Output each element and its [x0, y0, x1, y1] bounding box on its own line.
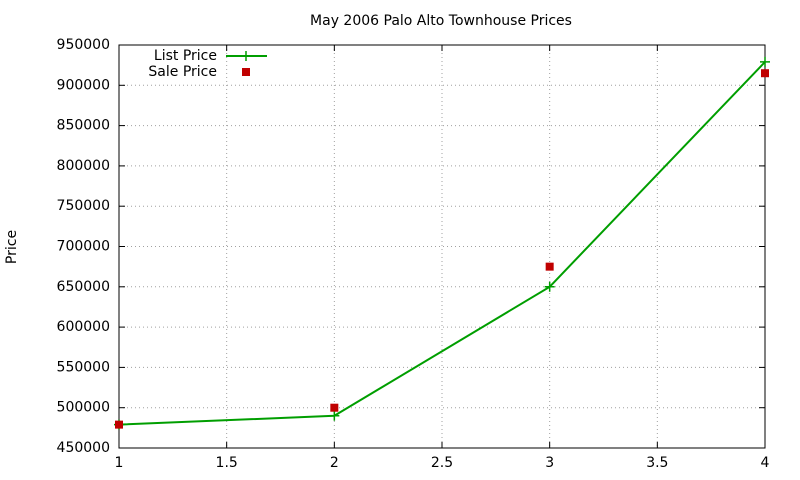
legend-label: List Price [154, 48, 217, 64]
marker [330, 403, 339, 412]
legend-marker [241, 51, 251, 61]
x-tick-label: 1.5 [216, 455, 238, 471]
marker [329, 410, 340, 421]
y-tick-label: 800000 [57, 158, 110, 174]
x-tick-label: 2 [330, 455, 339, 471]
legend-marker [242, 68, 250, 76]
x-tick-label: 1 [115, 455, 124, 471]
y-tick-label: 700000 [57, 239, 110, 255]
y-tick-label: 850000 [57, 118, 110, 134]
plot-frame [118, 44, 766, 449]
y-tick-label: 750000 [57, 198, 110, 214]
marker [761, 69, 769, 78]
y-tick-label: 650000 [57, 279, 110, 295]
y-tick-label: 950000 [57, 37, 110, 53]
x-tick-label: 2.5 [431, 455, 453, 471]
series-line [118, 61, 766, 426]
y-tick-label: 450000 [57, 440, 110, 456]
legend-label: Sale Price [148, 64, 217, 80]
marker [544, 281, 555, 292]
marker [545, 262, 554, 271]
y-tick-label: 900000 [57, 77, 110, 93]
x-tick-label: 3 [545, 455, 554, 471]
y-tick-label: 500000 [57, 400, 110, 416]
x-tick-label: 4 [761, 455, 770, 471]
marker [115, 420, 123, 429]
y-tick-label: 600000 [57, 319, 110, 335]
chart-title: May 2006 Palo Alto Townhouse Prices [310, 13, 572, 29]
x-tick-label: 3.5 [646, 455, 668, 471]
y-tick-label: 550000 [57, 359, 110, 375]
y-axis-label: Price [4, 230, 20, 264]
marker [760, 56, 770, 67]
